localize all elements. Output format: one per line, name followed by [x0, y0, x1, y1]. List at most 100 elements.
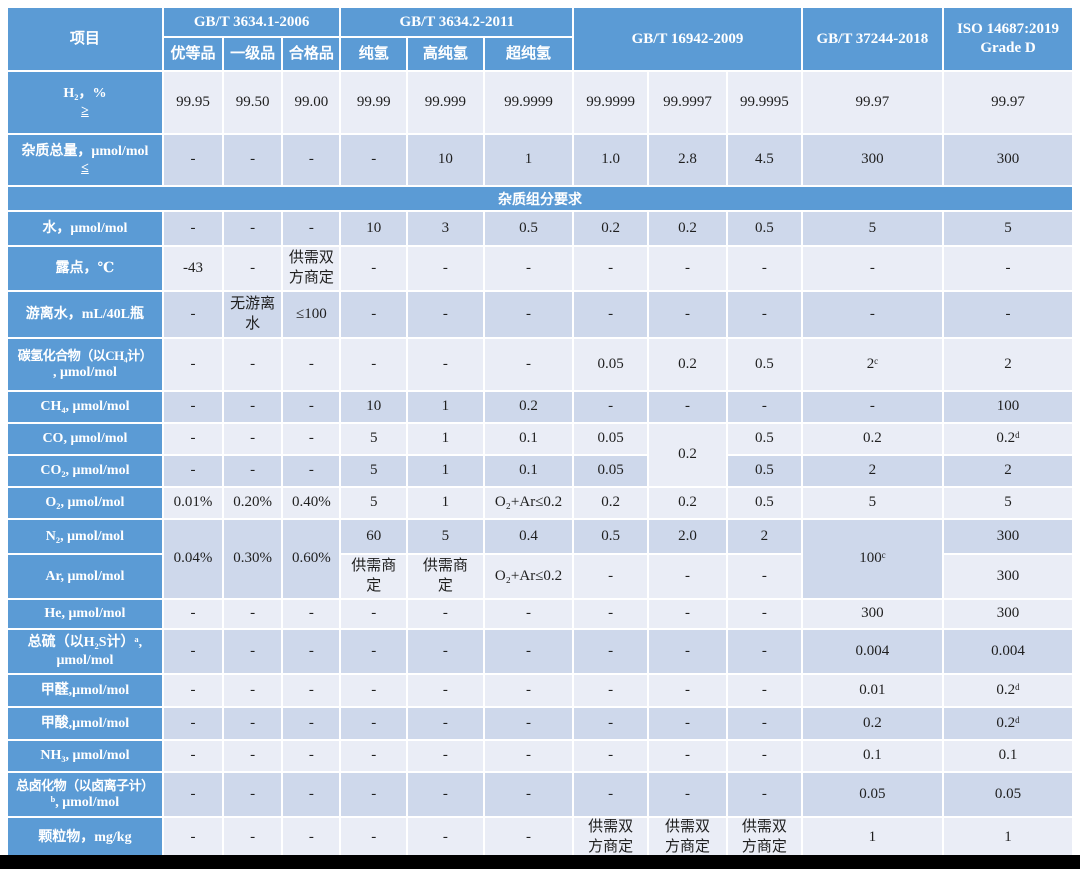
table-cell: 供需商 定: [339, 553, 408, 600]
table-cell: -: [222, 706, 284, 741]
row-label: 碳氢化合物（以CH₄计）, μmol/mol: [6, 337, 164, 392]
table-cell: -: [339, 133, 408, 187]
table-cell: 1.0: [572, 133, 649, 187]
table-cell: -: [281, 133, 342, 187]
table-cell: -: [646, 598, 728, 630]
table-cell: -: [222, 739, 284, 773]
table-cell: 1: [800, 816, 945, 859]
row-label: Ar, μmol/mol: [6, 553, 164, 600]
hydrogen-purity-table: 项目 GB/T 3634.1-2006 GB/T 3634.2-2011 GB/…: [6, 6, 1074, 859]
table-cell: 0.2: [646, 337, 728, 392]
table-cell: -: [482, 673, 575, 708]
table-cell: -: [161, 739, 225, 773]
table-cell: -: [482, 771, 575, 818]
table-cell: -: [482, 706, 575, 741]
table-cell: 300: [800, 133, 945, 187]
table-cell: 0.1: [482, 422, 575, 456]
table-cell: 0.1: [800, 739, 945, 773]
table-cell: 3: [405, 210, 485, 247]
table-cell: 5: [942, 486, 1074, 520]
table-row: H₂，% ≥ 99.95 99.50 99.00 99.99 99.999 99.…: [6, 70, 1074, 135]
table-cell-merged: 0.30%: [222, 518, 284, 600]
table-cell: -: [161, 816, 225, 859]
table-cell: 5: [800, 486, 945, 520]
table-cell: 供需双 方商定: [646, 816, 728, 859]
table-cell: -: [482, 598, 575, 630]
table-cell: -: [646, 706, 728, 741]
table-row: He, μmol/mol - - - - - - - - - 300 300: [6, 598, 1074, 630]
table-cell: -: [339, 816, 408, 859]
table-row: 甲酸,μmol/mol - - - - - - - - - 0.2 0.2ᵈ: [6, 706, 1074, 741]
table-cell: 0.2ᵈ: [942, 673, 1074, 708]
table-cell: -: [281, 739, 342, 773]
table-cell: -: [646, 553, 728, 600]
table-cell: 0.05: [572, 337, 649, 392]
table-cell: -: [222, 598, 284, 630]
table-row: 碳氢化合物（以CH₄计）, μmol/mol - - - - - - 0.05 …: [6, 337, 1074, 392]
table-cell: -: [482, 816, 575, 859]
table-cell: 0.1: [942, 739, 1074, 773]
table-cell: -: [222, 210, 284, 247]
table-cell: 300: [800, 598, 945, 630]
table-cell: -: [161, 706, 225, 741]
section-header: 杂质组分要求: [6, 185, 1074, 212]
row-label: 甲酸,μmol/mol: [6, 706, 164, 741]
table-cell: 4.5: [725, 133, 803, 187]
table-cell: 0.2: [482, 390, 575, 424]
table-cell: -: [405, 706, 485, 741]
table-cell: 0.1: [482, 454, 575, 488]
table-cell: 99.9999: [482, 70, 575, 135]
table-cell: -: [942, 245, 1074, 292]
table-cell: 5: [405, 518, 485, 555]
row-label: H₂，% ≥: [6, 70, 164, 135]
row-label: 游离水，mL/40L瓶: [6, 290, 164, 339]
table-cell: 0.2: [800, 422, 945, 456]
table-cell: -: [281, 390, 342, 424]
table-cell: -: [339, 673, 408, 708]
table-cell: -: [222, 454, 284, 488]
table-cell-merged: 0.2: [646, 422, 728, 488]
table-cell: -: [572, 771, 649, 818]
table-cell: 0.05: [572, 454, 649, 488]
row-label: O₂, μmol/mol: [6, 486, 164, 520]
table-cell: 0.2: [572, 210, 649, 247]
table-row: 颗粒物，mg/kg - - - - - - 供需双 方商定 供需双 方商定 供需…: [6, 816, 1074, 859]
table-cell: -: [725, 290, 803, 339]
table-cell-merged: 100ᶜ: [800, 518, 945, 600]
col-header-gbt3634-1-2006: GB/T 3634.1-2006: [161, 6, 342, 38]
row-label: CO, μmol/mol: [6, 422, 164, 456]
table-row: N₂, μmol/mol 0.04% 0.30% 0.60% 60 5 0.4 …: [6, 518, 1074, 600]
table-cell: 0.4: [482, 518, 575, 555]
table-cell: 300: [942, 598, 1074, 630]
table-cell: -: [222, 245, 284, 292]
table-cell: -: [281, 454, 342, 488]
col-header-gbt16942-2009: GB/T 16942-2009: [572, 6, 803, 72]
col-header-iso14687-2019: ISO 14687:2019 Grade D: [942, 6, 1074, 72]
table-cell: 99.9995: [725, 70, 803, 135]
table-cell: -: [800, 245, 945, 292]
table-cell: -: [281, 628, 342, 675]
table-cell: -: [800, 290, 945, 339]
table-cell: -: [482, 245, 575, 292]
table-cell: -: [161, 133, 225, 187]
table-cell: 0.40%: [281, 486, 342, 520]
table-cell: 5: [339, 486, 408, 520]
table-cell: -: [482, 739, 575, 773]
table-cell: -: [161, 290, 225, 339]
table-cell: 0.05: [800, 771, 945, 818]
table-row: 露点，℃ -43 - 供需双 方商定 - - - - - - - -: [6, 245, 1074, 292]
table-cell: 0.05: [942, 771, 1074, 818]
table-cell: -: [281, 210, 342, 247]
table-cell: 2: [942, 454, 1074, 488]
table-cell: 1: [405, 486, 485, 520]
table-cell: 99.999: [405, 70, 485, 135]
table-cell: 5: [339, 454, 408, 488]
table-cell: 99.9999: [572, 70, 649, 135]
table-cell: -: [281, 706, 342, 741]
table-cell: O₂+Ar≤0.2: [482, 486, 575, 520]
table-cell: 10: [339, 390, 408, 424]
table-cell: 0.2: [572, 486, 649, 520]
table-cell: 99.99: [339, 70, 408, 135]
standards-comparison-table: 项目 GB/T 3634.1-2006 GB/T 3634.2-2011 GB/…: [6, 6, 1074, 859]
table-cell: O₂+Ar≤0.2: [482, 553, 575, 600]
